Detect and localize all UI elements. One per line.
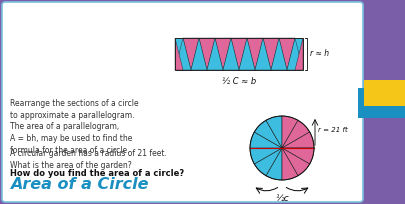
Text: r = 21 ft: r = 21 ft	[317, 127, 347, 133]
Polygon shape	[183, 38, 198, 70]
Polygon shape	[246, 38, 262, 70]
FancyBboxPatch shape	[2, 2, 362, 202]
Wedge shape	[249, 148, 281, 164]
Text: r ≈ h: r ≈ h	[309, 50, 328, 59]
Polygon shape	[278, 38, 294, 70]
Text: Area of a Circle: Area of a Circle	[10, 177, 148, 192]
FancyBboxPatch shape	[357, 88, 405, 118]
FancyBboxPatch shape	[175, 38, 302, 70]
Polygon shape	[294, 38, 302, 70]
Polygon shape	[270, 38, 286, 70]
Polygon shape	[239, 38, 254, 70]
Polygon shape	[286, 38, 302, 70]
Polygon shape	[190, 38, 207, 70]
Polygon shape	[175, 38, 183, 70]
Polygon shape	[230, 38, 246, 70]
Wedge shape	[281, 148, 297, 180]
Polygon shape	[198, 38, 215, 70]
FancyBboxPatch shape	[363, 80, 405, 106]
Wedge shape	[281, 148, 309, 176]
Wedge shape	[254, 148, 281, 176]
Wedge shape	[265, 148, 281, 180]
Text: Rearrange the sections of a circle
to approximate a parallelogram.
The area of a: Rearrange the sections of a circle to ap…	[10, 99, 138, 155]
Polygon shape	[215, 38, 230, 70]
Wedge shape	[249, 132, 281, 148]
Wedge shape	[281, 148, 313, 164]
Polygon shape	[222, 38, 239, 70]
Wedge shape	[281, 116, 297, 148]
Text: How do you find the area of a circle?: How do you find the area of a circle?	[10, 169, 184, 178]
Wedge shape	[265, 116, 281, 148]
Text: ½ C ≈ b: ½ C ≈ b	[221, 77, 256, 86]
Polygon shape	[207, 38, 222, 70]
Wedge shape	[254, 120, 281, 148]
Polygon shape	[175, 38, 190, 70]
Text: ½c: ½c	[275, 194, 288, 203]
Wedge shape	[281, 132, 313, 148]
Polygon shape	[262, 38, 278, 70]
Text: A circular garden has a radius of 21 feet.
What is the area of the garden?: A circular garden has a radius of 21 fee…	[10, 149, 166, 170]
Wedge shape	[281, 120, 309, 148]
Polygon shape	[254, 38, 270, 70]
